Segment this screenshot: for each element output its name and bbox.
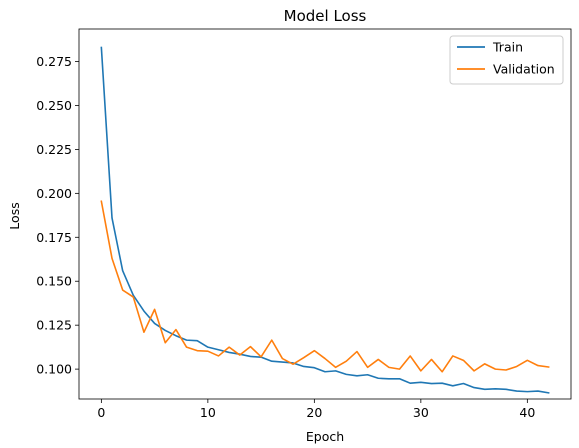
y-tick-label: 0.175 — [36, 230, 72, 245]
x-axis-label: Epoch — [306, 429, 344, 444]
y-axis: 0.100 0.125 0.150 0.175 0.200 0.225 0.250 0.275 — [36, 54, 79, 377]
legend-label-train: Train — [492, 40, 523, 55]
x-axis: 0 10 20 30 40 — [97, 399, 535, 420]
x-tick-label: 0 — [97, 405, 105, 420]
y-tick-label: 0.150 — [36, 274, 72, 289]
x-tick-label: 30 — [413, 405, 429, 420]
y-axis-label: Loss — [7, 202, 22, 229]
y-tick-label: 0.125 — [36, 318, 72, 333]
legend: Train Validation — [449, 35, 564, 85]
series-lines — [100, 46, 550, 394]
axes-frame — [78, 28, 572, 400]
y-tick-label: 0.250 — [36, 98, 72, 113]
series-line-train — [100, 46, 550, 394]
x-tick-label: 10 — [200, 405, 216, 420]
chart-title: Model Loss — [284, 7, 367, 25]
legend-box — [449, 35, 564, 85]
y-tick-label: 0.275 — [36, 54, 72, 69]
y-tick-label: 0.200 — [36, 186, 72, 201]
x-tick-label: 40 — [519, 405, 535, 420]
y-tick-label: 0.100 — [36, 362, 72, 377]
legend-label-validation: Validation — [493, 62, 555, 77]
x-tick-label: 20 — [306, 405, 322, 420]
y-tick-label: 0.225 — [36, 142, 72, 157]
series-line-validation — [100, 200, 550, 373]
plot-area — [78, 28, 572, 400]
